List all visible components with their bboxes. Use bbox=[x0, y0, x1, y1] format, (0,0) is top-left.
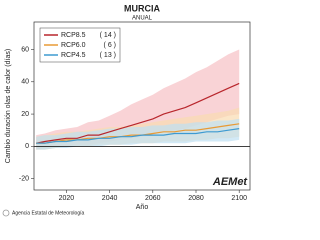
y-tick-label: 40 bbox=[21, 79, 29, 86]
y-tick-label: 0 bbox=[25, 143, 29, 150]
plot-frame bbox=[33, 21, 251, 191]
agency-name: Agencia Estatal de Meteorología bbox=[12, 210, 84, 216]
series-line bbox=[36, 82, 240, 144]
legend-label: RCP6.0 bbox=[61, 42, 86, 49]
page: {"chart_data": {"type": "line", "title":… bbox=[2, 3, 251, 217]
series-line bbox=[36, 123, 240, 144]
chart-subtitle: ANUAL bbox=[132, 16, 153, 22]
x-tick-label: 2100 bbox=[231, 195, 247, 202]
y-tick-label: -20 bbox=[19, 176, 29, 183]
agency-icon bbox=[2, 209, 10, 217]
x-tick-label: 2060 bbox=[145, 195, 161, 202]
x-tick-label: 2080 bbox=[188, 195, 204, 202]
legend-note: ( 14 ) bbox=[100, 32, 116, 39]
y-tick-label: 60 bbox=[21, 46, 29, 53]
x-axis-label: Año bbox=[136, 204, 149, 211]
y-tick-label: 20 bbox=[21, 111, 29, 118]
legend-box bbox=[39, 27, 121, 63]
legend-label: RCP8.5 bbox=[61, 32, 86, 39]
x-tick-label: 2040 bbox=[102, 195, 118, 202]
chart-title: MURCIA bbox=[124, 3, 160, 13]
chart: MURCIA ANUAL Cambio duración olas de cal… bbox=[2, 3, 251, 217]
legend-note: ( 13 ) bbox=[100, 52, 116, 59]
logo: AEMet bbox=[212, 176, 249, 188]
legend-note: ( 6 ) bbox=[104, 42, 116, 49]
legend-label: RCP4.5 bbox=[61, 52, 86, 59]
uncertainty-band bbox=[36, 118, 240, 150]
y-axis-label: Cambio duración olas de calor (días) bbox=[5, 49, 12, 163]
x-tick-label: 2020 bbox=[59, 195, 75, 202]
series-line bbox=[36, 128, 240, 144]
